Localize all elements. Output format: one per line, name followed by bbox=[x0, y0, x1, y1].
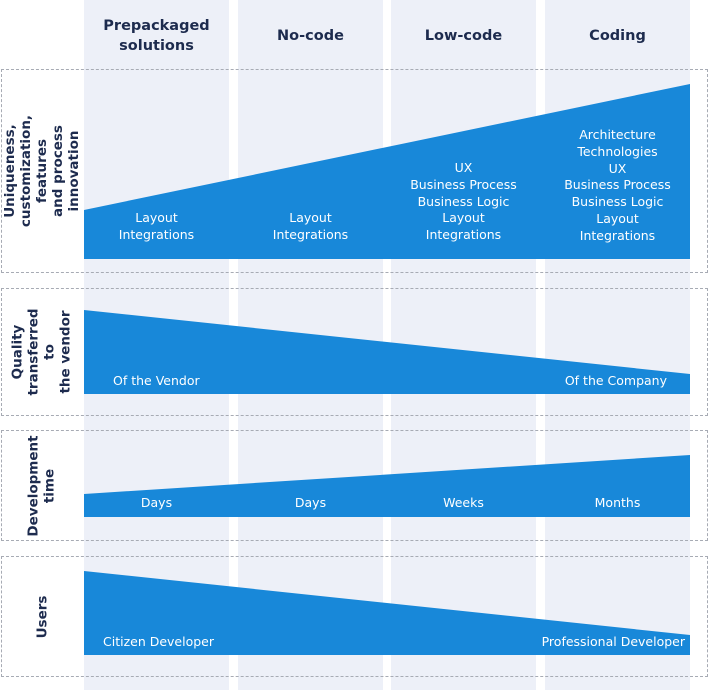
column-header-prepackaged: Prepackaged solutions bbox=[103, 18, 210, 54]
users-left-label: Citizen Developer bbox=[103, 634, 215, 649]
development-time-cell-prepackaged: Days bbox=[140, 495, 173, 510]
development-time-cell-no-code: Days bbox=[294, 495, 327, 510]
uniqueness-cell-no-code: Layout Integrations bbox=[272, 210, 349, 242]
section-development-time bbox=[1, 430, 708, 541]
users-wedge bbox=[84, 571, 690, 655]
development-time-cell-coding: Months bbox=[594, 495, 641, 510]
quality-left-label: Of the Vendor bbox=[113, 373, 200, 388]
column-header-no-code: No-code bbox=[277, 28, 344, 44]
development-time-cell-low-code: Weeks bbox=[443, 495, 484, 510]
section-quality bbox=[1, 288, 708, 416]
column-header-coding: Coding bbox=[589, 28, 646, 44]
section-uniqueness bbox=[1, 69, 708, 273]
row-label-users: Users bbox=[33, 595, 50, 638]
section-users bbox=[1, 556, 708, 677]
row-label-quality: Quality transferred to the vendor bbox=[10, 308, 75, 396]
users-right-label: Professional Developer bbox=[541, 634, 685, 649]
row-label-development-time: Development time bbox=[26, 434, 59, 537]
uniqueness-cell-low-code: UX Business Process Business Logic Layou… bbox=[410, 160, 517, 243]
development-time-wedge bbox=[84, 455, 690, 517]
quality-right-label: Of the Company bbox=[564, 373, 667, 388]
row-label-uniqueness: Uniqueness, customization, features and … bbox=[2, 114, 83, 228]
quality-wedge bbox=[84, 310, 690, 394]
column-header-low-code: Low-code bbox=[424, 28, 503, 44]
uniqueness-cell-coding: Architecture Technologies UX Business Pr… bbox=[564, 127, 671, 243]
uniqueness-cell-prepackaged: Layout Integrations bbox=[118, 210, 195, 242]
uniqueness-wedge bbox=[84, 84, 690, 259]
